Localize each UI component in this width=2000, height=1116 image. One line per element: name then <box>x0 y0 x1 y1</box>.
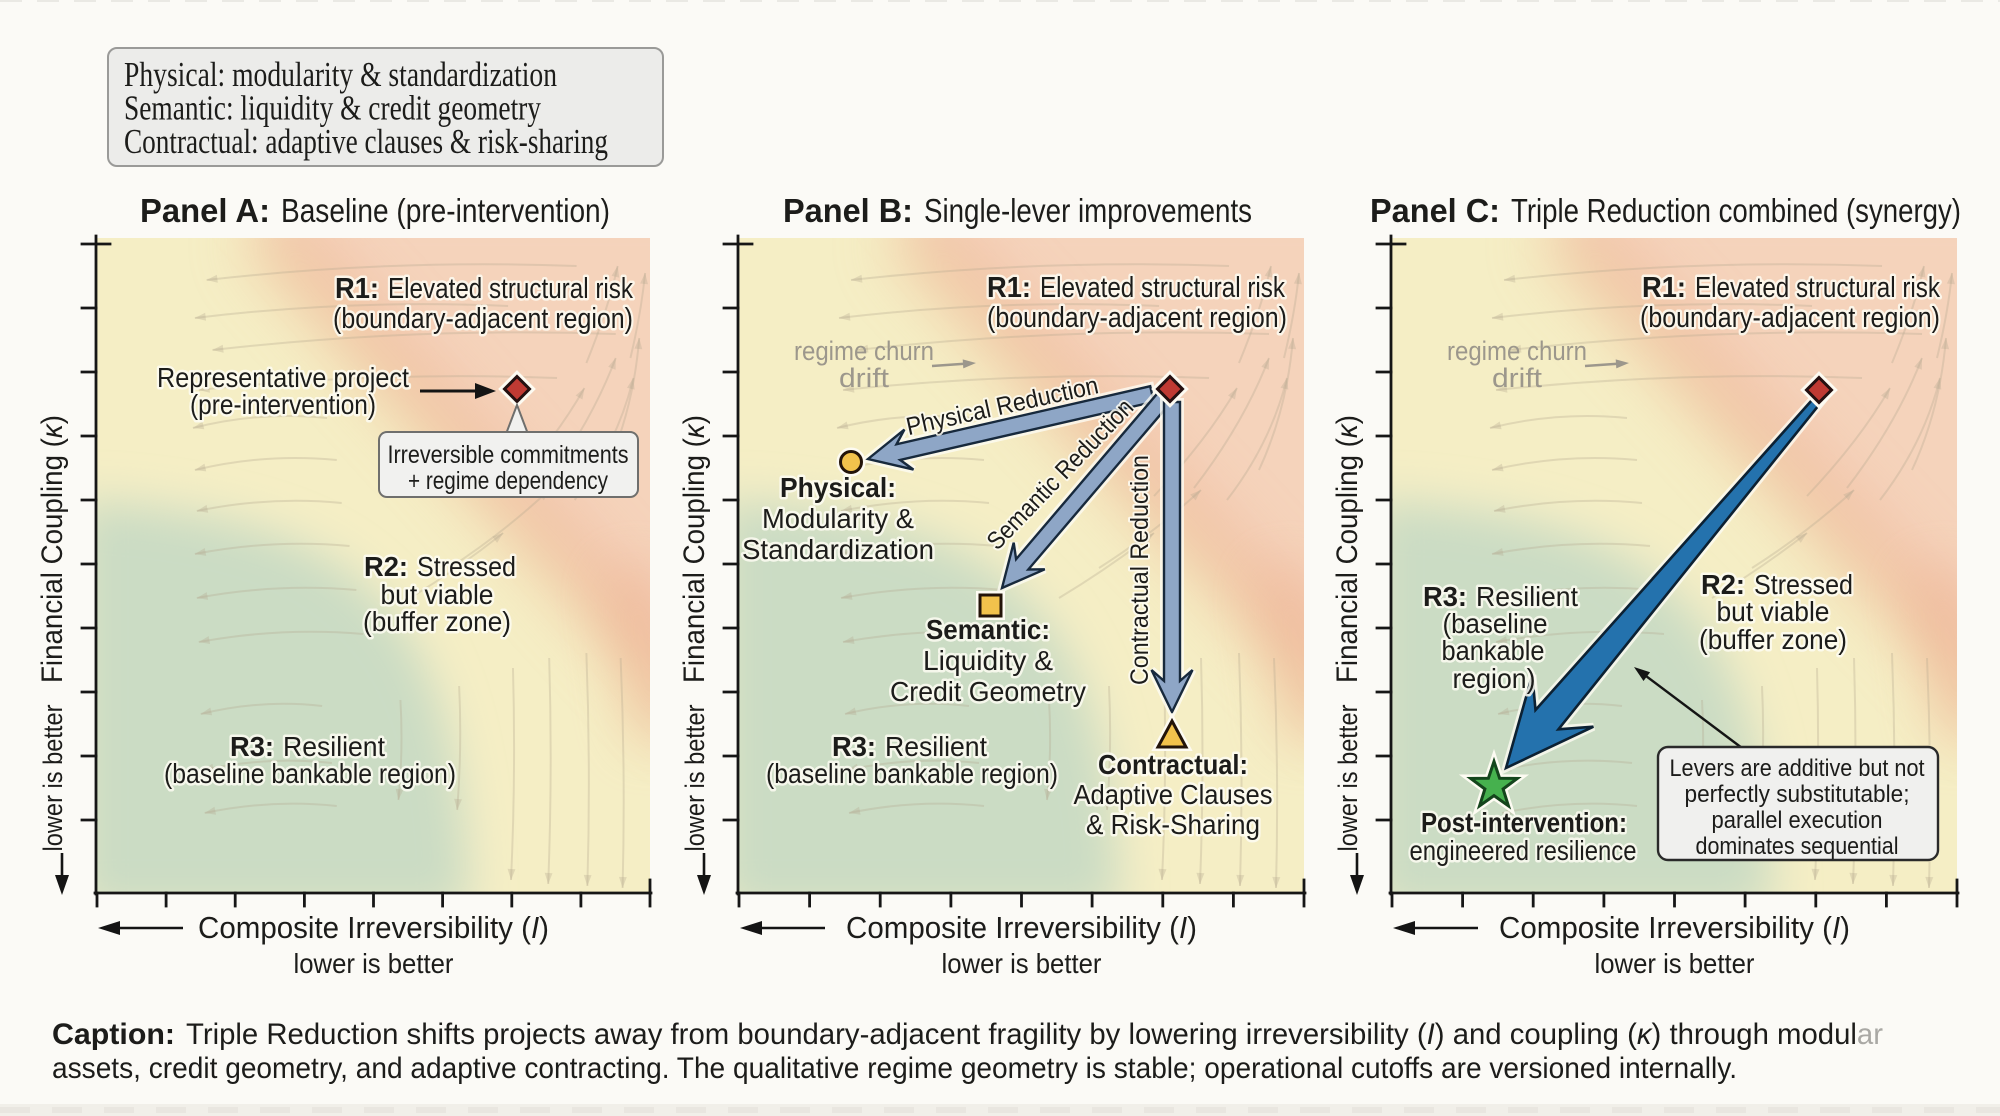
svg-text:Adaptive Clauses: Adaptive Clauses <box>1074 779 1273 810</box>
svg-text:R1:: R1: <box>1642 272 1686 304</box>
svg-text:Stressed: Stressed <box>417 551 516 582</box>
svg-text:(baseline bankable region): (baseline bankable region) <box>164 758 456 789</box>
svg-text:(baseline bankable region): (baseline bankable region) <box>766 758 1058 789</box>
svg-text:Caption:: Caption: <box>52 1018 175 1051</box>
svg-text:Resilient: Resilient <box>885 731 987 762</box>
svg-text:Triple Reduction shifts projec: Triple Reduction shifts projects away fr… <box>186 1018 1883 1051</box>
svg-text:Composite Irreversibility (I): Composite Irreversibility (I) <box>198 910 549 945</box>
svg-text:Semantic:: Semantic: <box>926 614 1050 645</box>
svg-text:Standardization: Standardization <box>742 534 934 565</box>
svg-text:Post-intervention:: Post-intervention: <box>1421 807 1627 838</box>
svg-text:drift: drift <box>839 363 890 393</box>
svg-text:Representative project: Representative project <box>157 362 409 393</box>
svg-text:Financial Coupling (κ): Financial Coupling (κ) <box>36 415 69 683</box>
svg-text:perfectly substitutable;: perfectly substitutable; <box>1685 781 1910 808</box>
svg-text:(buffer zone): (buffer zone) <box>363 606 511 637</box>
svg-text:Composite Irreversibility (I): Composite Irreversibility (I) <box>1499 910 1850 945</box>
svg-text:Modularity &: Modularity & <box>762 503 914 534</box>
svg-text:Liquidity &: Liquidity & <box>923 645 1053 676</box>
svg-text:lower is better: lower is better <box>942 948 1102 979</box>
svg-text:(baseline: (baseline <box>1443 608 1548 639</box>
svg-text:Irreversible commitments: Irreversible commitments <box>388 441 629 469</box>
svg-text:engineered resilience: engineered resilience <box>1410 835 1637 866</box>
svg-text:Stressed: Stressed <box>1754 569 1853 600</box>
svg-text:R1:: R1: <box>987 272 1031 304</box>
svg-text:Resilient: Resilient <box>1476 581 1578 612</box>
svg-text:Physical: modularity & standar: Physical: modularity & standardization <box>124 55 557 94</box>
svg-text:R2:: R2: <box>364 551 408 582</box>
svg-text:Single-lever improvements: Single-lever improvements <box>924 192 1252 229</box>
svg-text:assets, credit geometry, and a: assets, credit geometry, and adaptive co… <box>52 1052 1737 1085</box>
svg-text:regime churn: regime churn <box>794 336 934 366</box>
svg-text:lower is better: lower is better <box>38 705 68 852</box>
svg-text:dominates sequential: dominates sequential <box>1696 833 1899 860</box>
svg-text:lower is better: lower is better <box>1333 705 1363 852</box>
svg-text:Elevated structural risk: Elevated structural risk <box>388 273 633 305</box>
svg-text:lower is better: lower is better <box>680 705 710 852</box>
svg-text:Composite Irreversibility (I): Composite Irreversibility (I) <box>846 910 1197 945</box>
svg-text:Credit Geometry: Credit Geometry <box>890 676 1086 707</box>
svg-text:Resilient: Resilient <box>283 731 385 762</box>
svg-text:Financial Coupling (κ): Financial Coupling (κ) <box>678 415 711 683</box>
svg-text:region): region) <box>1453 663 1536 694</box>
svg-text:(boundary-adjacent region): (boundary-adjacent region) <box>333 303 633 335</box>
svg-text:R1:: R1: <box>335 273 379 305</box>
svg-text:Panel B:: Panel B: <box>783 192 913 229</box>
svg-text:(boundary-adjacent region): (boundary-adjacent region) <box>987 302 1287 334</box>
svg-text:(boundary-adjacent region): (boundary-adjacent region) <box>1640 302 1940 334</box>
svg-text:Elevated structural risk: Elevated structural risk <box>1695 272 1940 304</box>
svg-text:Semantic: liquidity & credit g: Semantic: liquidity & credit geometry <box>124 89 541 128</box>
svg-text:(buffer zone): (buffer zone) <box>1699 624 1847 655</box>
svg-text:+ regime dependency: + regime dependency <box>408 467 608 495</box>
svg-text:lower is better: lower is better <box>1595 948 1755 979</box>
svg-text:but viable: but viable <box>1717 596 1830 627</box>
svg-text:but viable: but viable <box>381 579 494 610</box>
svg-text:R3:: R3: <box>1423 581 1467 612</box>
svg-text:Financial Coupling (κ): Financial Coupling (κ) <box>1331 415 1364 683</box>
svg-text:Contractual:: Contractual: <box>1098 749 1248 780</box>
svg-text:& Risk-Sharing: & Risk-Sharing <box>1086 809 1260 840</box>
svg-text:Contractual: adaptive clauses: Contractual: adaptive clauses & risk-sha… <box>124 122 608 161</box>
svg-text:parallel execution: parallel execution <box>1712 807 1883 834</box>
svg-text:(pre-intervention): (pre-intervention) <box>190 389 376 420</box>
svg-text:Levers are additive but not: Levers are additive but not <box>1670 755 1925 782</box>
svg-text:R3:: R3: <box>832 731 876 762</box>
svg-text:drift: drift <box>1492 363 1543 393</box>
svg-text:R3:: R3: <box>230 731 274 762</box>
svg-text:lower is better: lower is better <box>294 948 454 979</box>
svg-text:Panel C:: Panel C: <box>1370 192 1500 229</box>
svg-text:Physical:: Physical: <box>780 472 896 503</box>
svg-text:bankable: bankable <box>1442 635 1545 666</box>
svg-text:Panel A:: Panel A: <box>140 192 270 229</box>
svg-text:R2:: R2: <box>1701 569 1745 600</box>
svg-text:Contractual Reduction: Contractual Reduction <box>1126 455 1154 685</box>
svg-text:Triple Reduction combined (syn: Triple Reduction combined (synergy) <box>1511 192 1961 229</box>
svg-text:regime churn: regime churn <box>1447 336 1587 366</box>
svg-text:Elevated structural risk: Elevated structural risk <box>1040 272 1285 304</box>
svg-text:Baseline (pre-intervention): Baseline (pre-intervention) <box>281 192 610 229</box>
